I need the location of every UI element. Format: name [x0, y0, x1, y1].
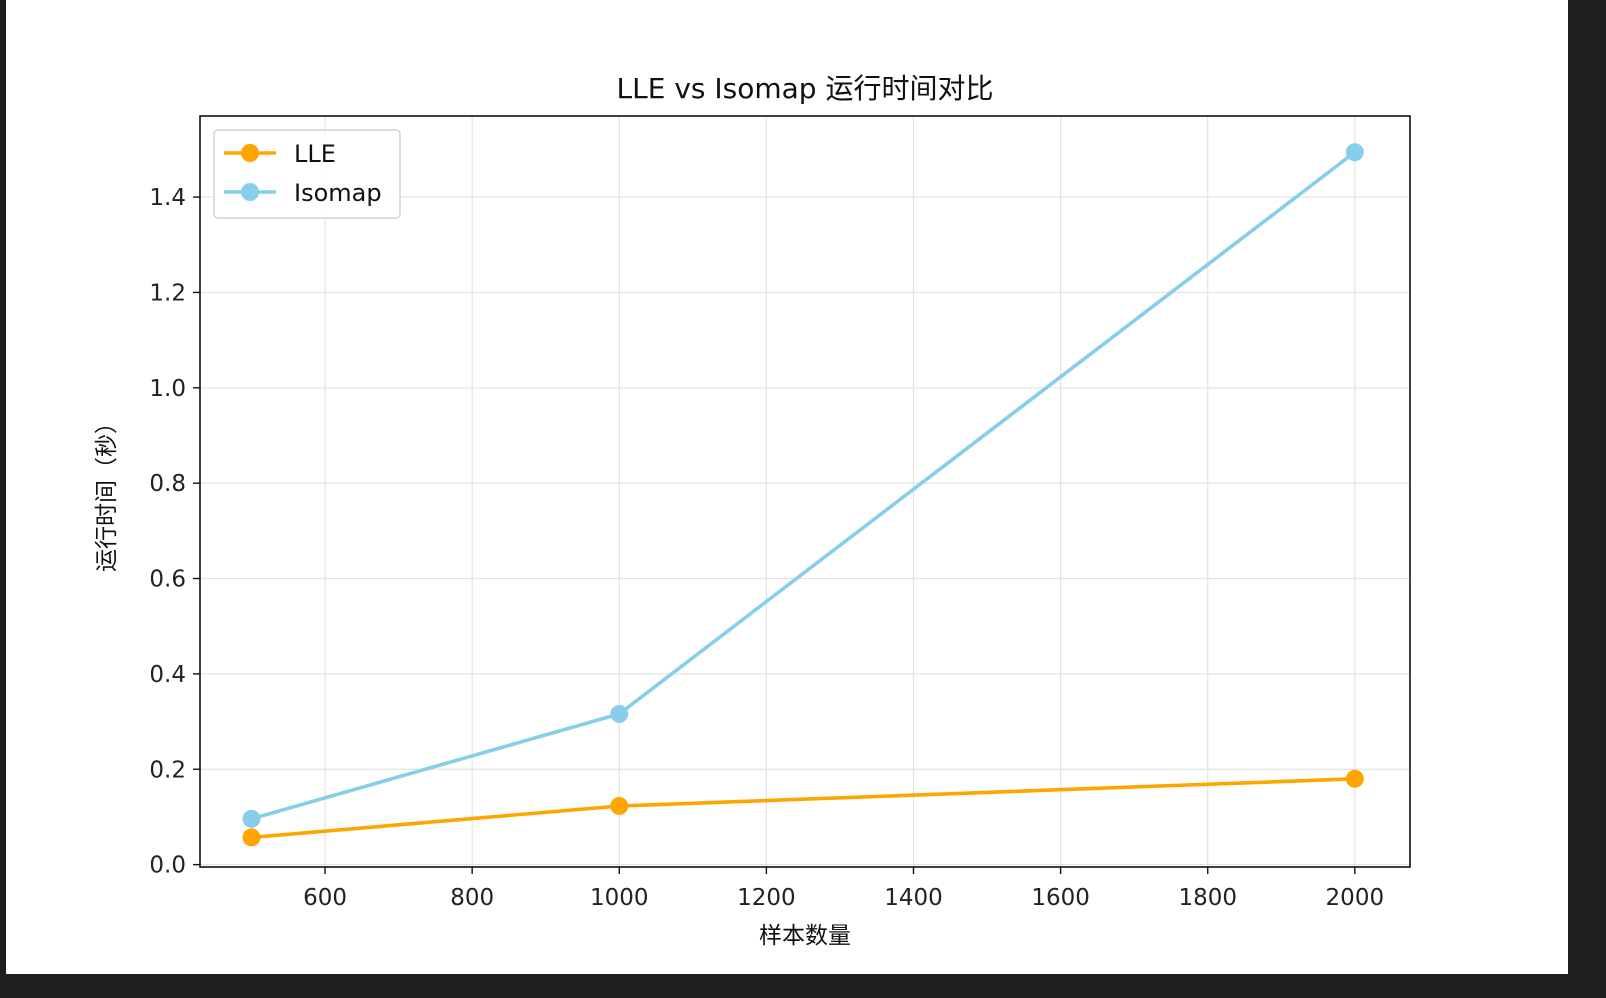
data-point-lle [1345, 769, 1364, 788]
y-tick-label: 0.4 [149, 662, 186, 688]
legend-marker-isomap [241, 183, 259, 201]
data-point-isomap [242, 809, 261, 828]
series-line-lle [249, 776, 1357, 840]
x-tick-label: 1200 [737, 885, 796, 911]
y-tick-label: 0.2 [149, 757, 186, 783]
legend-label-isomap: Isomap [294, 179, 382, 207]
data-point-isomap [1345, 143, 1364, 162]
legend-marker-lle [241, 144, 259, 162]
legend: LLE Isomap [213, 129, 401, 219]
data-point-lle [242, 828, 261, 847]
x-tick-label: 1800 [1178, 885, 1237, 911]
x-tick-label: 1600 [1031, 885, 1090, 911]
x-tick-label: 1000 [590, 885, 649, 911]
line-chart: 600 800 1000 1200 1400 1600 1800 2000 0.0 0.2 0.4 0… [94, 72, 1411, 949]
series-group [242, 143, 1364, 847]
grid [200, 116, 1410, 867]
x-tick-label: 600 [303, 885, 347, 911]
y-tick-label: 0.6 [149, 567, 186, 593]
x-tick-label: 800 [450, 885, 494, 911]
series-line-isomap [249, 150, 1357, 821]
legend-label-lle: LLE [294, 140, 336, 168]
y-tick-label: 1.2 [149, 280, 186, 306]
x-tick-label: 2000 [1326, 885, 1385, 911]
chart-title: LLE vs Isomap 运行时间对比 [617, 72, 994, 105]
axis-ticks: 600 800 1000 1200 1400 1600 1800 2000 0.0 0.2 0.4 0… [149, 185, 1384, 911]
x-tick-label: 1400 [884, 885, 943, 911]
figure-canvas: 600 800 1000 1200 1400 1600 1800 2000 0.0 0.2 0.4 0… [6, 0, 1568, 974]
y-tick-label: 1.4 [149, 185, 186, 211]
plot-area-frame [199, 115, 1411, 868]
y-tick-label: 1.0 [149, 376, 186, 402]
data-point-lle [610, 796, 629, 815]
y-axis-label: 运行时间（秒） [94, 411, 120, 572]
x-axis-label: 样本数量 [759, 923, 851, 949]
y-tick-label: 0.8 [149, 471, 186, 497]
data-point-isomap [610, 704, 629, 723]
y-tick-label: 0.0 [149, 853, 186, 879]
